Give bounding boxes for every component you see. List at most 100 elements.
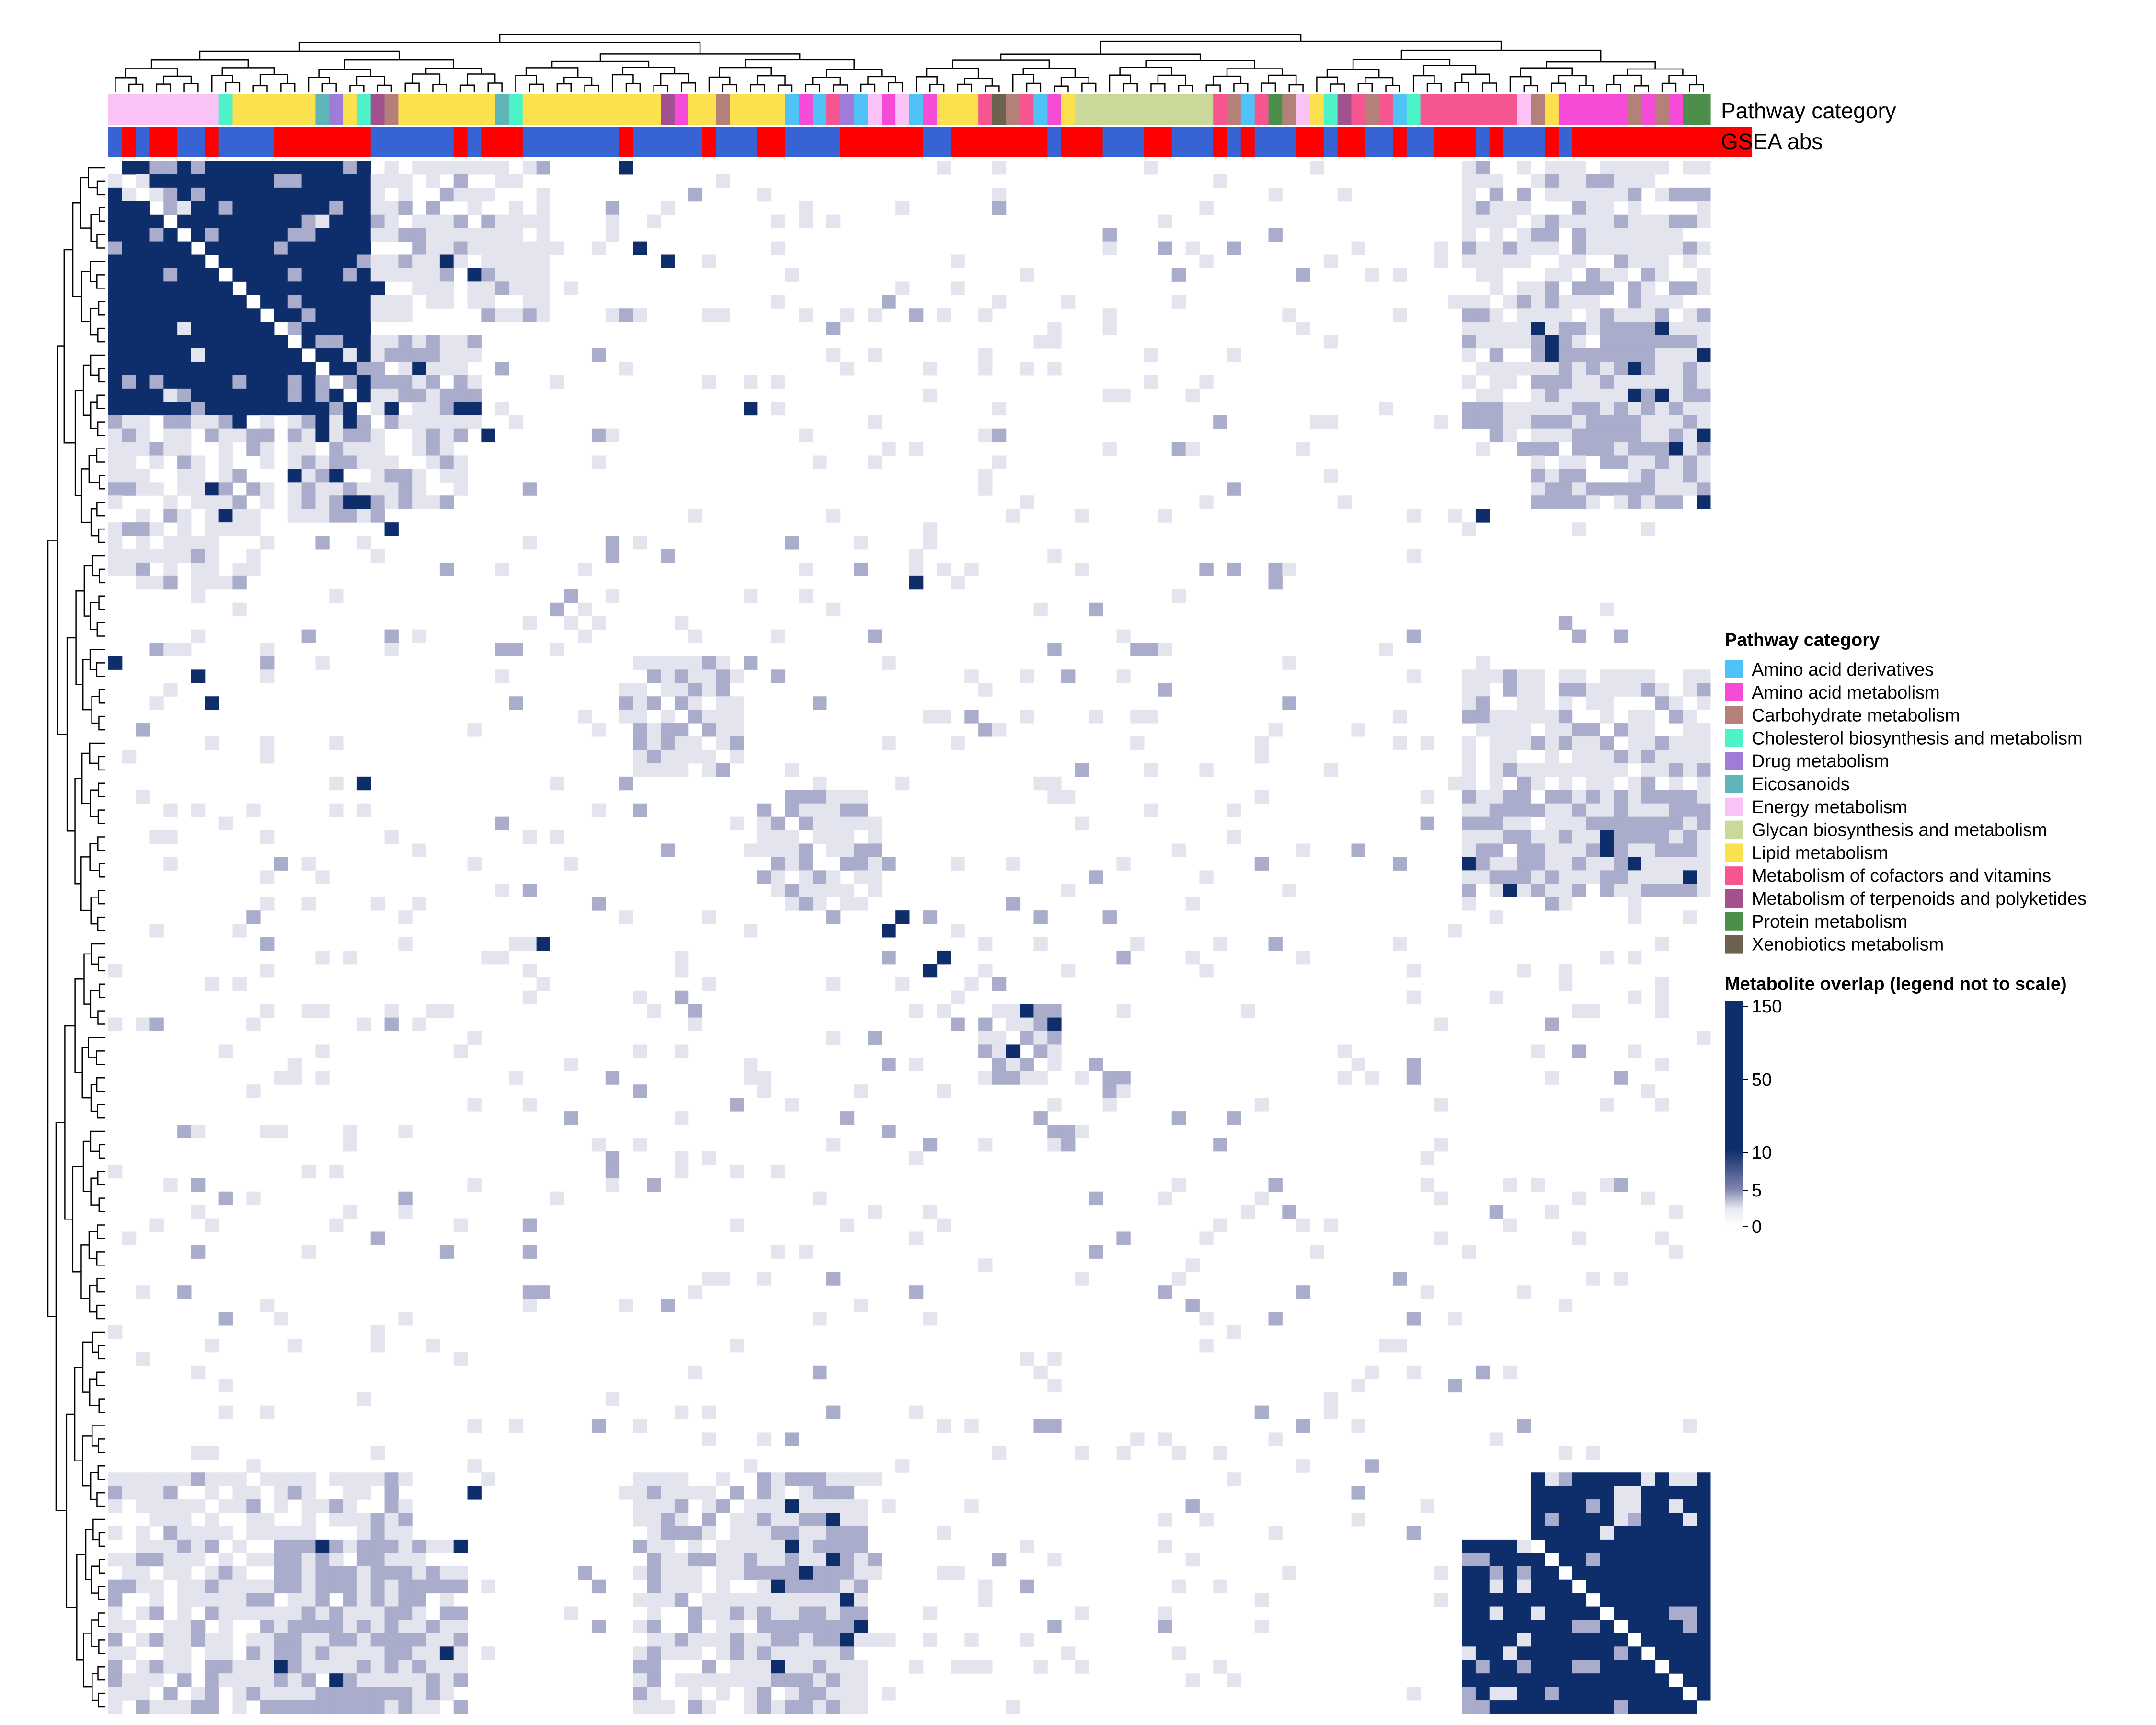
heatmap-cell bbox=[412, 335, 426, 349]
gsea-cell bbox=[633, 126, 703, 157]
heatmap-cell bbox=[813, 1673, 827, 1687]
heatmap-cell bbox=[1489, 402, 1504, 416]
heatmap-cell bbox=[757, 1084, 772, 1098]
heatmap-cell bbox=[1641, 1660, 1656, 1674]
heatmap-cell bbox=[205, 549, 219, 563]
heatmap-cell bbox=[1641, 1191, 1656, 1206]
heatmap-cell bbox=[1558, 1633, 1573, 1647]
dendrogram-branch bbox=[98, 1398, 105, 1413]
heatmap-cell bbox=[398, 268, 413, 282]
heatmap-cell bbox=[1033, 1660, 1048, 1674]
heatmap-cell bbox=[633, 308, 647, 322]
heatmap-cell bbox=[1655, 495, 1670, 509]
heatmap-cell bbox=[1641, 295, 1656, 309]
heatmap-cell bbox=[1586, 1606, 1600, 1620]
heatmap-cell bbox=[343, 295, 357, 309]
heatmap-cell bbox=[1199, 562, 1214, 576]
heatmap-cell bbox=[481, 281, 495, 295]
heatmap-cell bbox=[301, 482, 316, 496]
heatmap-cell bbox=[1655, 322, 1670, 335]
heatmap-cell bbox=[536, 268, 550, 282]
heatmap-cell bbox=[771, 1552, 786, 1567]
heatmap-cell bbox=[287, 1071, 302, 1085]
heatmap-cell bbox=[136, 1352, 150, 1366]
category-cell bbox=[1365, 94, 1379, 125]
heatmap-cell bbox=[923, 910, 938, 924]
heatmap-cell bbox=[1697, 1606, 1711, 1620]
heatmap-cell bbox=[522, 964, 537, 978]
heatmap-cell bbox=[1351, 241, 1365, 255]
heatmap-cell bbox=[1669, 241, 1683, 255]
heatmap-cell bbox=[1489, 803, 1504, 817]
heatmap-cell bbox=[191, 1472, 206, 1486]
heatmap-cell bbox=[854, 1593, 869, 1607]
heatmap-cell bbox=[384, 335, 399, 349]
heatmap-cell bbox=[744, 924, 758, 938]
heatmap-cell bbox=[1600, 790, 1614, 804]
heatmap-cell bbox=[1600, 710, 1614, 724]
heatmap-cell bbox=[274, 1566, 288, 1580]
heatmap-cell bbox=[1572, 482, 1587, 496]
heatmap-cell bbox=[136, 201, 150, 215]
heatmap-cell bbox=[1517, 402, 1531, 416]
heatmap-cell bbox=[1489, 736, 1504, 750]
heatmap-cell bbox=[122, 187, 137, 202]
heatmap-cell bbox=[1558, 469, 1573, 483]
heatmap-cell bbox=[1586, 442, 1600, 456]
heatmap-cell bbox=[1572, 388, 1587, 402]
heatmap-cell bbox=[661, 1552, 675, 1567]
heatmap-cell bbox=[522, 884, 537, 897]
heatmap-cell bbox=[1614, 1552, 1628, 1567]
heatmap-cell bbox=[1227, 241, 1241, 255]
heatmap-cell bbox=[122, 201, 137, 215]
heatmap-cell bbox=[122, 1552, 137, 1567]
heatmap-cell bbox=[205, 509, 219, 523]
heatmap-cell bbox=[1268, 1178, 1283, 1192]
heatmap-cell bbox=[564, 1606, 578, 1620]
heatmap-cell bbox=[716, 1566, 730, 1580]
heatmap-cell bbox=[426, 442, 440, 456]
dendrogram-branch bbox=[98, 1345, 105, 1360]
heatmap-cell bbox=[1683, 1620, 1697, 1633]
dendrogram-branch bbox=[952, 59, 1050, 69]
legend-item-label: Metabolism of terpenoids and polyketides bbox=[1752, 889, 2087, 909]
heatmap-cell bbox=[1517, 830, 1531, 844]
gsea-cell bbox=[370, 126, 454, 157]
heatmap-cell bbox=[1503, 683, 1517, 697]
heatmap-cell bbox=[163, 495, 178, 509]
heatmap-cell bbox=[661, 1526, 675, 1540]
heatmap-cell bbox=[1669, 1633, 1683, 1647]
heatmap-cell bbox=[1641, 669, 1656, 683]
heatmap-cell bbox=[246, 509, 261, 523]
heatmap-cell bbox=[370, 442, 385, 456]
heatmap-cell bbox=[343, 950, 357, 965]
heatmap-cell bbox=[343, 415, 357, 429]
heatmap-cell bbox=[1489, 857, 1504, 871]
heatmap-cell bbox=[951, 254, 965, 268]
heatmap-cell bbox=[453, 161, 468, 175]
heatmap-cell bbox=[1310, 161, 1324, 175]
heatmap-cell bbox=[301, 375, 316, 389]
category-cell bbox=[785, 94, 799, 125]
heatmap-cell bbox=[702, 1405, 716, 1420]
heatmap-cell bbox=[992, 201, 1007, 215]
heatmap-cell bbox=[205, 241, 219, 255]
heatmap-cell bbox=[1517, 696, 1531, 710]
heatmap-cell bbox=[1531, 776, 1545, 791]
heatmap-cell bbox=[412, 629, 426, 644]
heatmap-cell bbox=[122, 295, 137, 309]
heatmap-cell bbox=[260, 348, 275, 362]
heatmap-cell bbox=[315, 1579, 330, 1594]
heatmap-cell bbox=[1683, 736, 1697, 750]
heatmap-cell bbox=[1669, 214, 1683, 229]
heatmap-cell bbox=[1628, 1620, 1642, 1633]
heatmap-cell bbox=[287, 1593, 302, 1607]
heatmap-cell bbox=[1227, 1325, 1241, 1339]
heatmap-cell bbox=[1296, 442, 1310, 456]
heatmap-cell bbox=[951, 1660, 965, 1674]
heatmap-cell bbox=[329, 1566, 344, 1580]
heatmap-cell bbox=[1296, 322, 1310, 335]
heatmap-cell bbox=[992, 428, 1007, 443]
category-cell bbox=[992, 94, 1007, 125]
heatmap-cell bbox=[467, 1486, 482, 1500]
